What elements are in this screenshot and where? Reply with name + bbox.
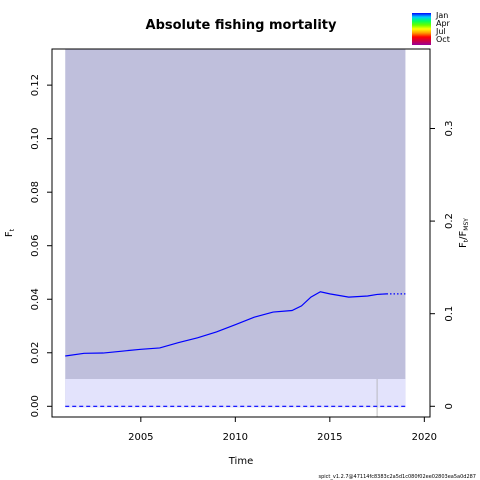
y-tick-label: 0.00 — [30, 395, 41, 417]
y-tick-label: 0.04 — [30, 288, 41, 310]
y-tick-label: 0.02 — [30, 342, 41, 364]
x-tick-label: 2005 — [128, 432, 153, 443]
legend-label: Apr — [436, 19, 451, 28]
x-axis: 2005 2010 2015 2020 — [128, 417, 437, 443]
x-tick-label: 2015 — [317, 432, 342, 443]
svg-text:Ft: Ft — [4, 228, 16, 237]
y-axis: 0.00 0.02 0.04 0.06 0.08 0.10 0.12 — [30, 74, 52, 417]
y2-axis-label-sub1: t — [463, 239, 470, 242]
y2-axis-label-sub2: MSY — [463, 218, 470, 231]
y-axis-label-main: F — [4, 231, 15, 237]
chart-title: Absolute fishing mortality — [146, 18, 337, 33]
x-tick-label: 2020 — [412, 432, 437, 443]
series-layer — [65, 291, 406, 407]
y2-axis-label-main: F — [458, 242, 469, 248]
y-tick-label: 0.08 — [30, 181, 41, 203]
y2-axis: 0 0.1 0.2 0.3 — [430, 121, 455, 409]
x-tick-label: 2010 — [223, 432, 248, 443]
y-tick-label: 0.10 — [30, 128, 41, 150]
fmsy-band — [65, 378, 406, 408]
y2-tick-label: 0.1 — [444, 306, 455, 322]
x-axis-label: Time — [228, 456, 253, 467]
series-line-0 — [65, 291, 387, 357]
y-tick-label: 0.06 — [30, 235, 41, 257]
y2-tick-label: 0.2 — [444, 213, 455, 229]
footer-version: spict_v1.2.7@47114fc8383c2a5d1c080f02ee0… — [319, 474, 477, 480]
y2-tick-label: 0.3 — [444, 121, 455, 137]
y-axis-label-sub: t — [9, 228, 16, 231]
svg-text:Ft/FMSY: Ft/FMSY — [458, 218, 470, 248]
legend-label: Jul — [435, 27, 446, 36]
y2-axis-label: Ft/FMSY — [458, 218, 470, 248]
legend-color-bar — [412, 13, 431, 45]
ci-band — [65, 49, 406, 407]
legend-label: Jan — [435, 11, 448, 20]
legend-label: Oct — [436, 35, 450, 44]
bands-layer — [65, 49, 406, 417]
y2-tick-label: 0 — [444, 403, 455, 409]
y-axis-label: Ft — [4, 228, 16, 237]
y-tick-label: 0.12 — [30, 74, 41, 96]
plot-frame — [51, 48, 431, 418]
y2-axis-label-mid: /F — [458, 230, 469, 239]
